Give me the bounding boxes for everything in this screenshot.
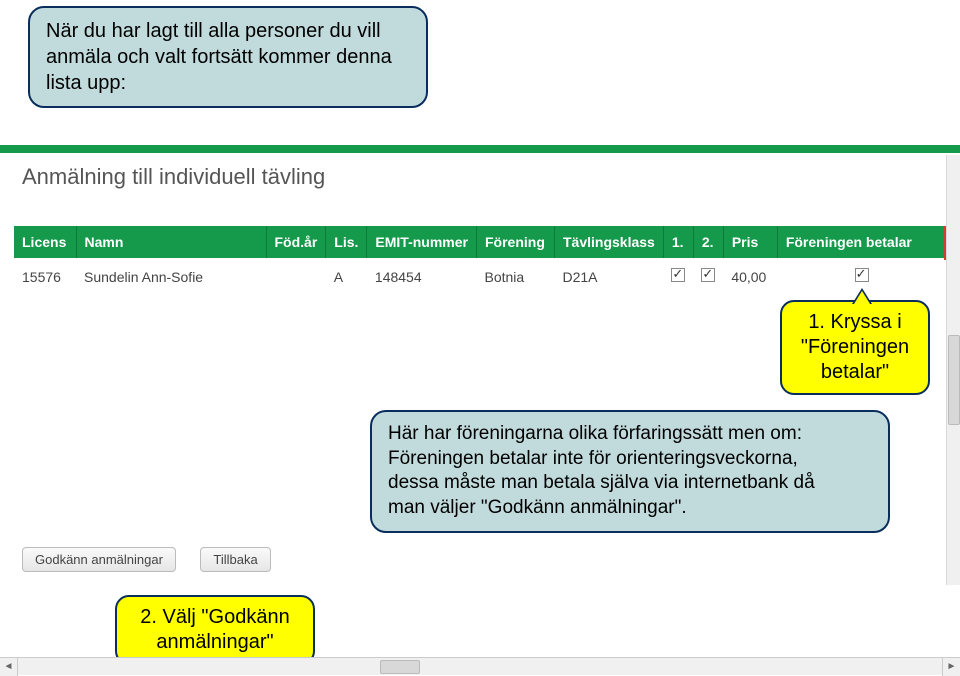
yellow2-line1: 2. Välj "Godkänn	[131, 605, 299, 630]
vertical-scroll-thumb[interactable]	[948, 335, 960, 425]
table-row: 15576 Sundelin Ann-Sofie A 148454 Botnia…	[14, 258, 946, 295]
instruction-callout-kryssa: 1. Kryssa i "Föreningen betalar"	[780, 300, 930, 395]
cell-etapp2	[693, 258, 723, 295]
yellow1-line3: betalar"	[796, 360, 914, 385]
col-forening[interactable]: Förening	[476, 226, 554, 258]
mid-line1: Här har föreningarna olika förfaringssät…	[388, 422, 872, 447]
col-licens[interactable]: Licens	[14, 226, 76, 258]
page-title: Anmälning till individuell tävling	[22, 164, 325, 190]
vertical-scrollbar[interactable]	[946, 155, 960, 585]
action-buttons: Godkänn anmälningar Tillbaka	[22, 547, 291, 572]
instruction-callout-top: När du har lagt till alla personer du vi…	[28, 6, 428, 108]
col-pris[interactable]: Pris	[723, 226, 777, 258]
cell-lis: A	[326, 258, 367, 295]
col-klass[interactable]: Tävlingsklass	[554, 226, 663, 258]
checkbox-etapp2[interactable]	[701, 268, 715, 282]
cell-pris: 40,00	[723, 258, 777, 295]
yellow1-line1: 1. Kryssa i	[796, 310, 914, 335]
col-emit[interactable]: EMIT-nummer	[367, 226, 477, 258]
registrations-table-wrap: Licens Namn Föd.år Lis. EMIT-nummer Före…	[14, 226, 946, 295]
page-title-text: Anmälning till individuell tävling	[22, 164, 325, 189]
horizontal-scrollbar[interactable]: ◄ ►	[0, 657, 960, 675]
col-2[interactable]: 2.	[693, 226, 723, 258]
col-fodar[interactable]: Föd.år	[266, 226, 326, 258]
cell-klass: D21A	[554, 258, 663, 295]
header-green-bar	[0, 145, 960, 153]
checkbox-foreningen-betalar[interactable]	[855, 268, 869, 282]
approve-button[interactable]: Godkänn anmälningar	[22, 547, 176, 572]
col-1[interactable]: 1.	[663, 226, 693, 258]
callout-top-text: När du har lagt till alla personer du vi…	[46, 20, 392, 94]
col-lis[interactable]: Lis.	[326, 226, 367, 258]
cell-namn: Sundelin Ann-Sofie	[76, 258, 266, 295]
scroll-right-arrow[interactable]: ►	[942, 658, 960, 676]
horizontal-scroll-thumb[interactable]	[380, 660, 420, 674]
instruction-callout-godkann: 2. Välj "Godkänn anmälningar"	[115, 595, 315, 665]
back-button[interactable]: Tillbaka	[200, 547, 270, 572]
cell-fodar	[266, 258, 326, 295]
mid-line4: man väljer "Godkänn anmälningar".	[388, 496, 872, 521]
mid-line3: dessa måste man betala själva via intern…	[388, 471, 872, 496]
instruction-callout-mid: Här har föreningarna olika förfaringssät…	[370, 410, 890, 533]
checkbox-etapp1[interactable]	[671, 268, 685, 282]
cell-etapp1	[663, 258, 693, 295]
yellow1-line2: "Föreningen	[796, 335, 914, 360]
cell-forening: Botnia	[476, 258, 554, 295]
col-betalar[interactable]: Föreningen betalar	[777, 226, 946, 258]
cell-licens: 15576	[14, 258, 76, 295]
mid-line2: Föreningen betalar inte för orienterings…	[388, 447, 872, 472]
col-namn[interactable]: Namn	[76, 226, 266, 258]
yellow2-line2: anmälningar"	[131, 630, 299, 655]
scroll-left-arrow[interactable]: ◄	[0, 658, 18, 676]
cell-emit: 148454	[367, 258, 477, 295]
table-header-row: Licens Namn Föd.år Lis. EMIT-nummer Före…	[14, 226, 946, 258]
registrations-table: Licens Namn Föd.år Lis. EMIT-nummer Före…	[14, 226, 946, 295]
